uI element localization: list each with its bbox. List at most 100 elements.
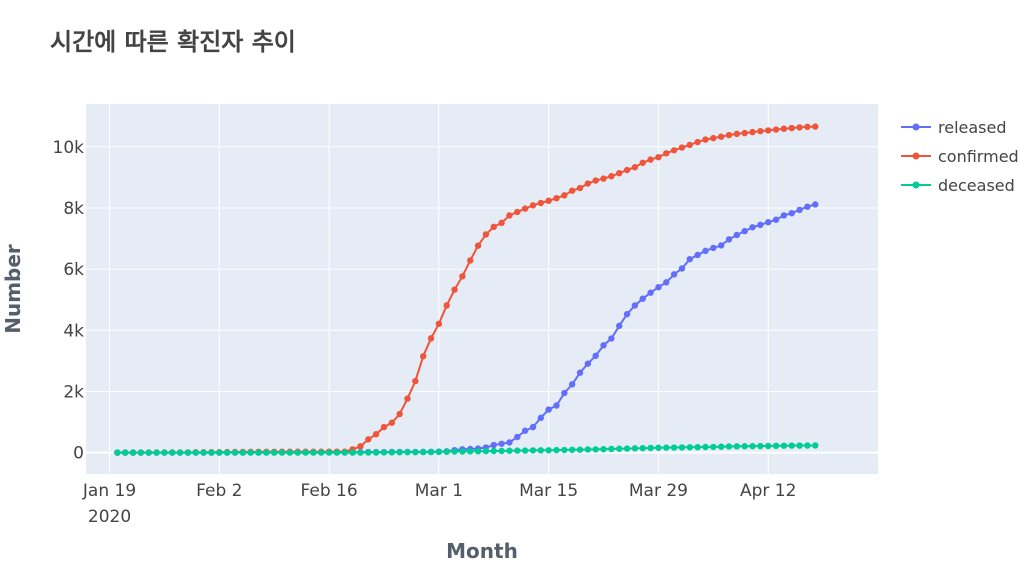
data-point-confirmed xyxy=(600,175,607,182)
data-point-deceased xyxy=(412,449,419,456)
data-point-deceased xyxy=(396,449,403,456)
data-point-deceased xyxy=(772,442,780,450)
plot-background xyxy=(86,104,878,474)
data-point-released xyxy=(655,284,662,291)
data-point-deceased xyxy=(796,442,803,449)
data-point-deceased xyxy=(780,442,788,449)
data-point-confirmed xyxy=(686,141,693,149)
data-point-released xyxy=(623,310,631,318)
data-point-confirmed xyxy=(655,153,662,161)
series-layer xyxy=(114,123,819,456)
data-point-deceased xyxy=(733,443,741,450)
data-point-released xyxy=(545,406,552,413)
data-point-deceased xyxy=(631,445,639,452)
data-point-deceased xyxy=(804,442,811,449)
data-point-deceased xyxy=(498,447,505,455)
data-point-deceased xyxy=(184,449,192,456)
data-point-confirmed xyxy=(670,147,678,154)
data-point-deceased xyxy=(357,449,364,456)
data-point-confirmed xyxy=(435,320,443,327)
data-point-confirmed xyxy=(498,219,505,227)
data-point-deceased xyxy=(710,443,717,451)
data-point-released xyxy=(710,244,717,252)
x-tick-label: Feb 16 xyxy=(301,481,358,501)
data-point-confirmed xyxy=(623,166,631,174)
data-point-released xyxy=(788,210,795,217)
x-tick-label: Mar 15 xyxy=(519,481,578,501)
data-point-deceased xyxy=(153,449,160,456)
data-point-released xyxy=(529,423,537,431)
data-point-confirmed xyxy=(749,128,756,136)
data-point-released xyxy=(757,221,764,229)
data-point-confirmed xyxy=(725,131,733,139)
x-tick-label: Apr 12 xyxy=(740,481,796,501)
data-point-deceased xyxy=(749,442,756,450)
data-point-confirmed xyxy=(608,173,615,180)
data-point-confirmed xyxy=(537,199,545,207)
data-point-deceased xyxy=(608,445,615,453)
data-point-confirmed xyxy=(663,150,670,157)
legend-item-released[interactable]: released xyxy=(901,118,1007,137)
y-axis-ticks: 0 2k 4k 6k 8k 10k xyxy=(53,138,85,464)
data-point-confirmed xyxy=(521,205,529,212)
data-point-deceased xyxy=(537,447,545,454)
data-point-confirmed xyxy=(576,184,584,192)
data-point-deceased xyxy=(388,449,396,456)
data-point-deceased xyxy=(529,447,537,454)
data-point-released xyxy=(812,201,819,208)
y-tick-label: 8k xyxy=(63,199,84,219)
data-point-deceased xyxy=(231,449,239,456)
data-point-deceased xyxy=(255,449,262,456)
legend-item-confirmed[interactable]: confirmed xyxy=(901,147,1019,166)
x-tick-label: Feb 2 xyxy=(196,481,242,501)
data-point-released xyxy=(561,389,568,397)
data-point-deceased xyxy=(427,448,435,456)
data-point-confirmed xyxy=(717,133,725,140)
series-deceased xyxy=(114,442,819,456)
data-point-deceased xyxy=(372,449,380,456)
data-point-deceased xyxy=(725,443,733,450)
data-point-confirmed xyxy=(482,231,490,238)
data-point-confirmed xyxy=(467,257,474,264)
data-point-deceased xyxy=(765,442,772,450)
data-point-confirmed xyxy=(796,124,803,131)
data-point-deceased xyxy=(122,449,129,456)
data-point-deceased xyxy=(341,449,348,456)
data-point-released xyxy=(584,360,592,367)
legend-label: deceased xyxy=(938,176,1015,195)
legend-item-deceased[interactable]: deceased xyxy=(901,176,1015,195)
data-point-deceased xyxy=(176,449,184,456)
data-point-deceased xyxy=(490,447,497,455)
data-point-deceased xyxy=(239,449,247,456)
data-point-released xyxy=(796,206,803,214)
x-axis-title: Month xyxy=(446,539,518,563)
legend-label: released xyxy=(938,118,1007,137)
data-point-released xyxy=(647,289,654,296)
data-point-confirmed xyxy=(592,177,599,184)
data-point-confirmed xyxy=(451,286,458,293)
data-point-deceased xyxy=(200,449,207,456)
y-tick-label: 0 xyxy=(73,444,84,464)
data-point-released xyxy=(686,255,693,263)
data-point-deceased xyxy=(568,446,576,454)
y-tick-label: 2k xyxy=(63,382,84,402)
data-point-deceased xyxy=(467,448,474,455)
data-point-released xyxy=(741,227,748,235)
x-tick-sublabel: 2020 xyxy=(88,507,131,527)
data-point-confirmed xyxy=(616,170,623,177)
data-point-deceased xyxy=(459,448,466,455)
data-point-deceased xyxy=(639,444,646,452)
data-point-confirmed xyxy=(812,123,819,130)
data-point-confirmed xyxy=(474,242,482,249)
x-tick-label: Jan 19 xyxy=(82,481,136,501)
data-point-deceased xyxy=(717,443,725,450)
legend: released confirmed deceased xyxy=(901,118,1019,195)
y-tick-label: 4k xyxy=(63,321,84,341)
data-point-released xyxy=(592,352,599,359)
y-tick-label: 6k xyxy=(63,260,84,280)
legend-swatch-marker xyxy=(912,123,920,131)
data-point-deceased xyxy=(223,449,231,456)
data-point-deceased xyxy=(318,449,325,456)
data-point-released xyxy=(765,219,772,226)
data-point-released xyxy=(670,271,678,278)
